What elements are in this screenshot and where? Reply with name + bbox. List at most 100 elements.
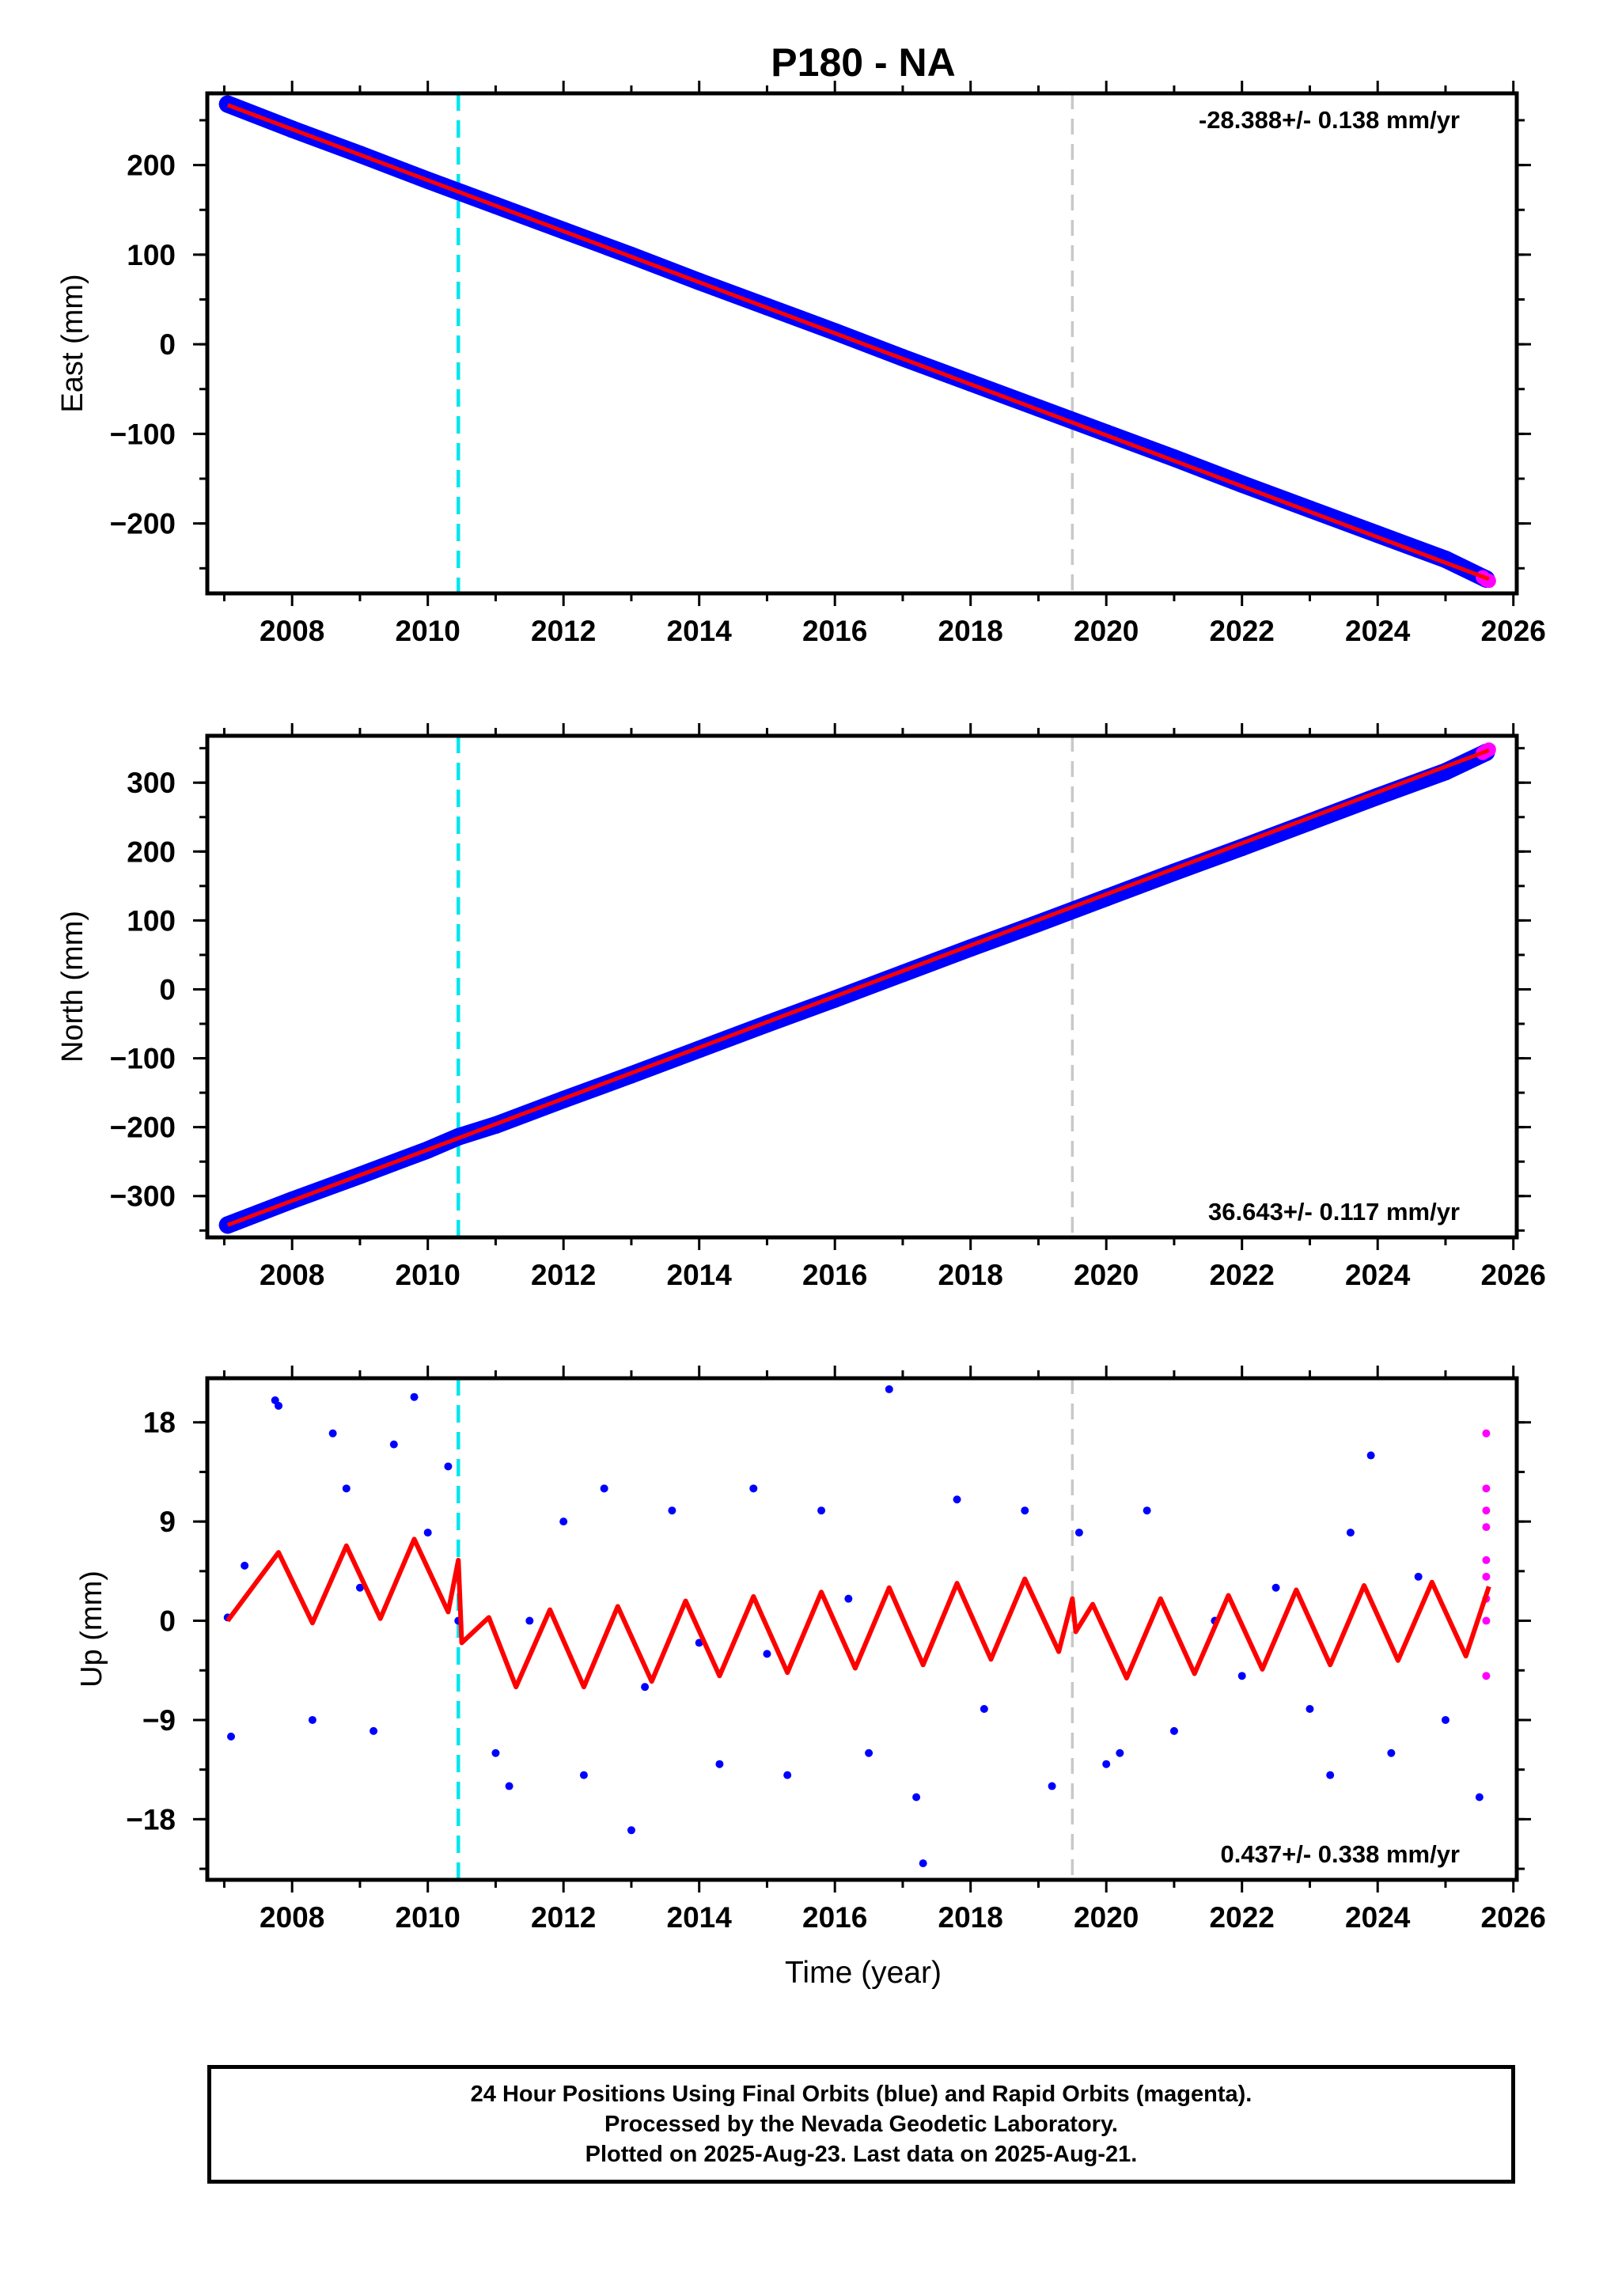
x-tick-label: 2008 — [260, 1259, 324, 1291]
data-point-rapid-orbits — [1482, 1572, 1491, 1581]
data-point-final-orbits — [1021, 1506, 1029, 1515]
data-point-rapid-orbits — [1482, 1506, 1491, 1515]
data-point-final-orbits — [444, 1462, 453, 1471]
y-tick-label: 0 — [159, 973, 176, 1006]
data-point-final-orbits — [369, 1726, 378, 1735]
x-tick-label: 2008 — [260, 615, 324, 647]
y-tick-label: −18 — [126, 1803, 176, 1836]
x-axis-label: Time (year) — [785, 1956, 942, 1990]
footer-line-1: 24 Hour Positions Using Final Orbits (bl… — [470, 2082, 1252, 2107]
x-tick-label: 2018 — [938, 1901, 1003, 1934]
data-point-final-orbits — [342, 1484, 351, 1493]
data-point-final-orbits — [912, 1793, 921, 1802]
data-point-final-orbits — [1326, 1771, 1335, 1779]
x-tick-label: 2020 — [1074, 615, 1139, 647]
panels: 2008 2010 2012 2014 2016 2018 2020 2022 2024 2026… — [56, 81, 1546, 1934]
fit-line — [226, 103, 1490, 582]
data-point-final-orbits — [885, 1385, 893, 1393]
data-point-final-orbits — [1441, 1715, 1450, 1724]
data-point-rapid-orbits — [1482, 1616, 1491, 1625]
data-point-final-orbits — [817, 1506, 826, 1515]
data-point-final-orbits — [308, 1715, 316, 1724]
data-point-final-orbits — [410, 1392, 419, 1401]
data-point-final-orbits — [1169, 1726, 1178, 1735]
chart-title: P180 - NA — [771, 40, 955, 85]
x-tick-label: 2016 — [802, 1259, 867, 1291]
x-tick-label: 2024 — [1345, 1901, 1411, 1934]
x-tick-label: 2020 — [1074, 1259, 1139, 1291]
data-point-final-orbits — [559, 1517, 568, 1526]
data-point-final-orbits — [1102, 1760, 1111, 1768]
x-tick-label: 2012 — [531, 1901, 596, 1934]
data-point-final-orbits — [763, 1650, 771, 1658]
data-point-final-orbits — [1475, 1793, 1484, 1802]
data-point-rapid-orbits — [1481, 742, 1496, 757]
y-tick-label: −200 — [110, 508, 176, 540]
data-point-final-orbits — [241, 1561, 249, 1570]
x-tick-label: 2026 — [1481, 1259, 1546, 1291]
data-point-final-orbits — [505, 1782, 513, 1790]
y-tick-label: −300 — [110, 1180, 176, 1213]
data-point-final-orbits — [980, 1705, 988, 1714]
y-tick-label: 300 — [127, 767, 176, 799]
north-panel: 2008 2010 2012 2014 2016 2018 2020 2022 2024 2026… — [56, 723, 1546, 1291]
footer-line-3: Plotted on 2025-Aug-23. Last data on 202… — [585, 2142, 1138, 2167]
data-point-rapid-orbits — [1482, 1523, 1491, 1532]
footer-line-2: Processed by the Nevada Geodetic Laborat… — [604, 2112, 1118, 2137]
x-tick-label: 2014 — [667, 1259, 733, 1291]
data-point-final-orbits — [953, 1495, 961, 1504]
y-tick-label: −100 — [110, 1043, 176, 1075]
fit-line — [225, 1536, 1491, 1690]
x-tick-label: 2014 — [667, 615, 733, 647]
data-point-final-orbits — [355, 1583, 364, 1592]
data-point-final-orbits — [579, 1771, 588, 1779]
x-tick-label: 2012 — [531, 1259, 596, 1291]
data-point-rapid-orbits — [1482, 1555, 1491, 1564]
data-point-final-orbits — [627, 1826, 635, 1835]
plot-frame — [205, 733, 1519, 1240]
data-point-final-orbits — [218, 95, 237, 113]
data-point-final-orbits — [1143, 1506, 1151, 1515]
x-tick-label: 2018 — [938, 615, 1003, 647]
y-tick-label: −100 — [110, 418, 176, 450]
data-point-final-orbits — [1237, 1672, 1246, 1680]
data-point-final-orbits — [749, 1484, 758, 1493]
y-tick-label: 0 — [159, 1605, 176, 1638]
plot-area — [218, 736, 1496, 1237]
plot-area — [218, 93, 1496, 593]
data-point-final-orbits — [865, 1749, 874, 1757]
up-panel: 2008 2010 2012 2014 2016 2018 2020 2022 2024 2026… — [75, 1366, 1546, 1934]
data-point-final-orbits — [641, 1683, 650, 1692]
data-point-final-orbits — [1366, 1451, 1375, 1460]
data-point-final-orbits — [525, 1616, 534, 1625]
rate-annotation: -28.388+/- 0.138 mm/yr — [1199, 106, 1460, 134]
x-tick-label: 2022 — [1210, 615, 1275, 647]
data-point-final-orbits — [1346, 1529, 1355, 1537]
data-point-rapid-orbits — [1482, 1484, 1491, 1493]
x-tick-label: 2026 — [1481, 615, 1546, 647]
data-point-rapid-orbits — [1482, 1429, 1491, 1438]
y-tick-label: −9 — [142, 1704, 176, 1737]
data-point-final-orbits — [1414, 1572, 1423, 1581]
y-axis-label: Up (mm) — [75, 1570, 108, 1688]
data-point-final-orbits — [491, 1749, 500, 1757]
data-point-final-orbits — [600, 1484, 608, 1493]
x-tick-label: 2014 — [667, 1901, 733, 1934]
data-point-final-orbits — [1074, 1529, 1083, 1537]
y-tick-label: 100 — [127, 239, 176, 271]
plot-frame — [205, 1376, 1519, 1882]
x-tick-label: 2020 — [1074, 1901, 1139, 1934]
data-point-final-orbits — [328, 1429, 337, 1438]
data-point-final-orbits — [783, 1771, 792, 1779]
y-tick-label: 18 — [143, 1407, 176, 1439]
data-point-final-orbits — [389, 1440, 398, 1449]
footer-note: 24 Hour Positions Using Final Orbits (bl… — [207, 2065, 1515, 2184]
data-point-final-orbits — [668, 1506, 676, 1515]
data-point-final-orbits — [423, 1529, 432, 1537]
x-tick-label: 2008 — [260, 1901, 324, 1934]
data-point-final-orbits — [844, 1594, 853, 1603]
y-tick-label: 9 — [159, 1506, 176, 1538]
x-tick-label: 2024 — [1345, 615, 1411, 647]
x-tick-label: 2016 — [802, 1901, 867, 1934]
